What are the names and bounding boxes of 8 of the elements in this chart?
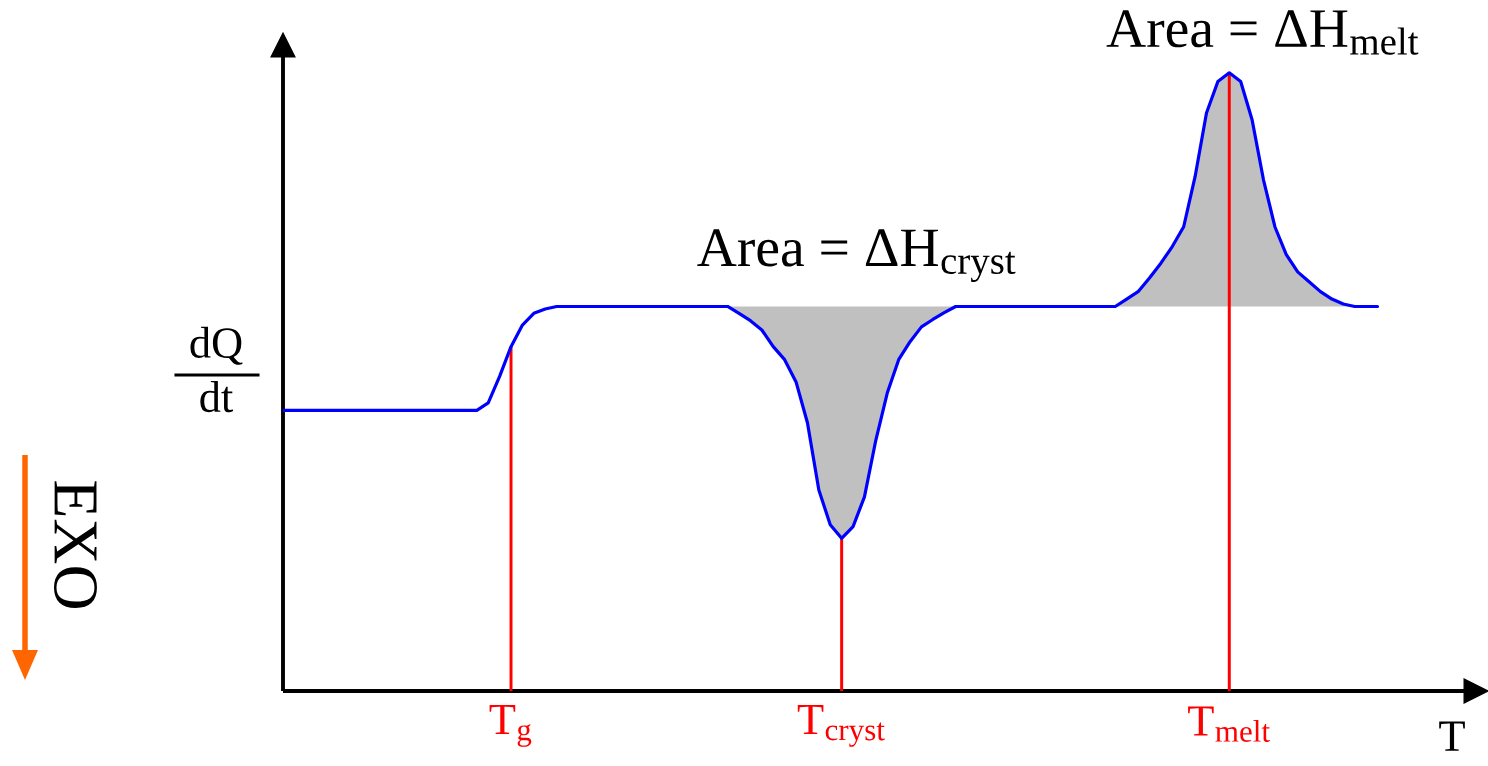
x-axis-title: T [1439,721,1465,751]
x-tick-label: T$_{cryst}$ [797,704,885,747]
text: Area = ΔH$_{melt}$ [1106,10,1419,55]
text: EXO [54,481,97,609]
annotation: Area = ΔH$_{cryst}$ [697,229,1016,283]
x-tick-label: T$_{melt}$ [1188,706,1270,742]
x-tick-label: T$_{g}$ [489,704,532,747]
y-axis-title: dQ dt [190,326,243,413]
